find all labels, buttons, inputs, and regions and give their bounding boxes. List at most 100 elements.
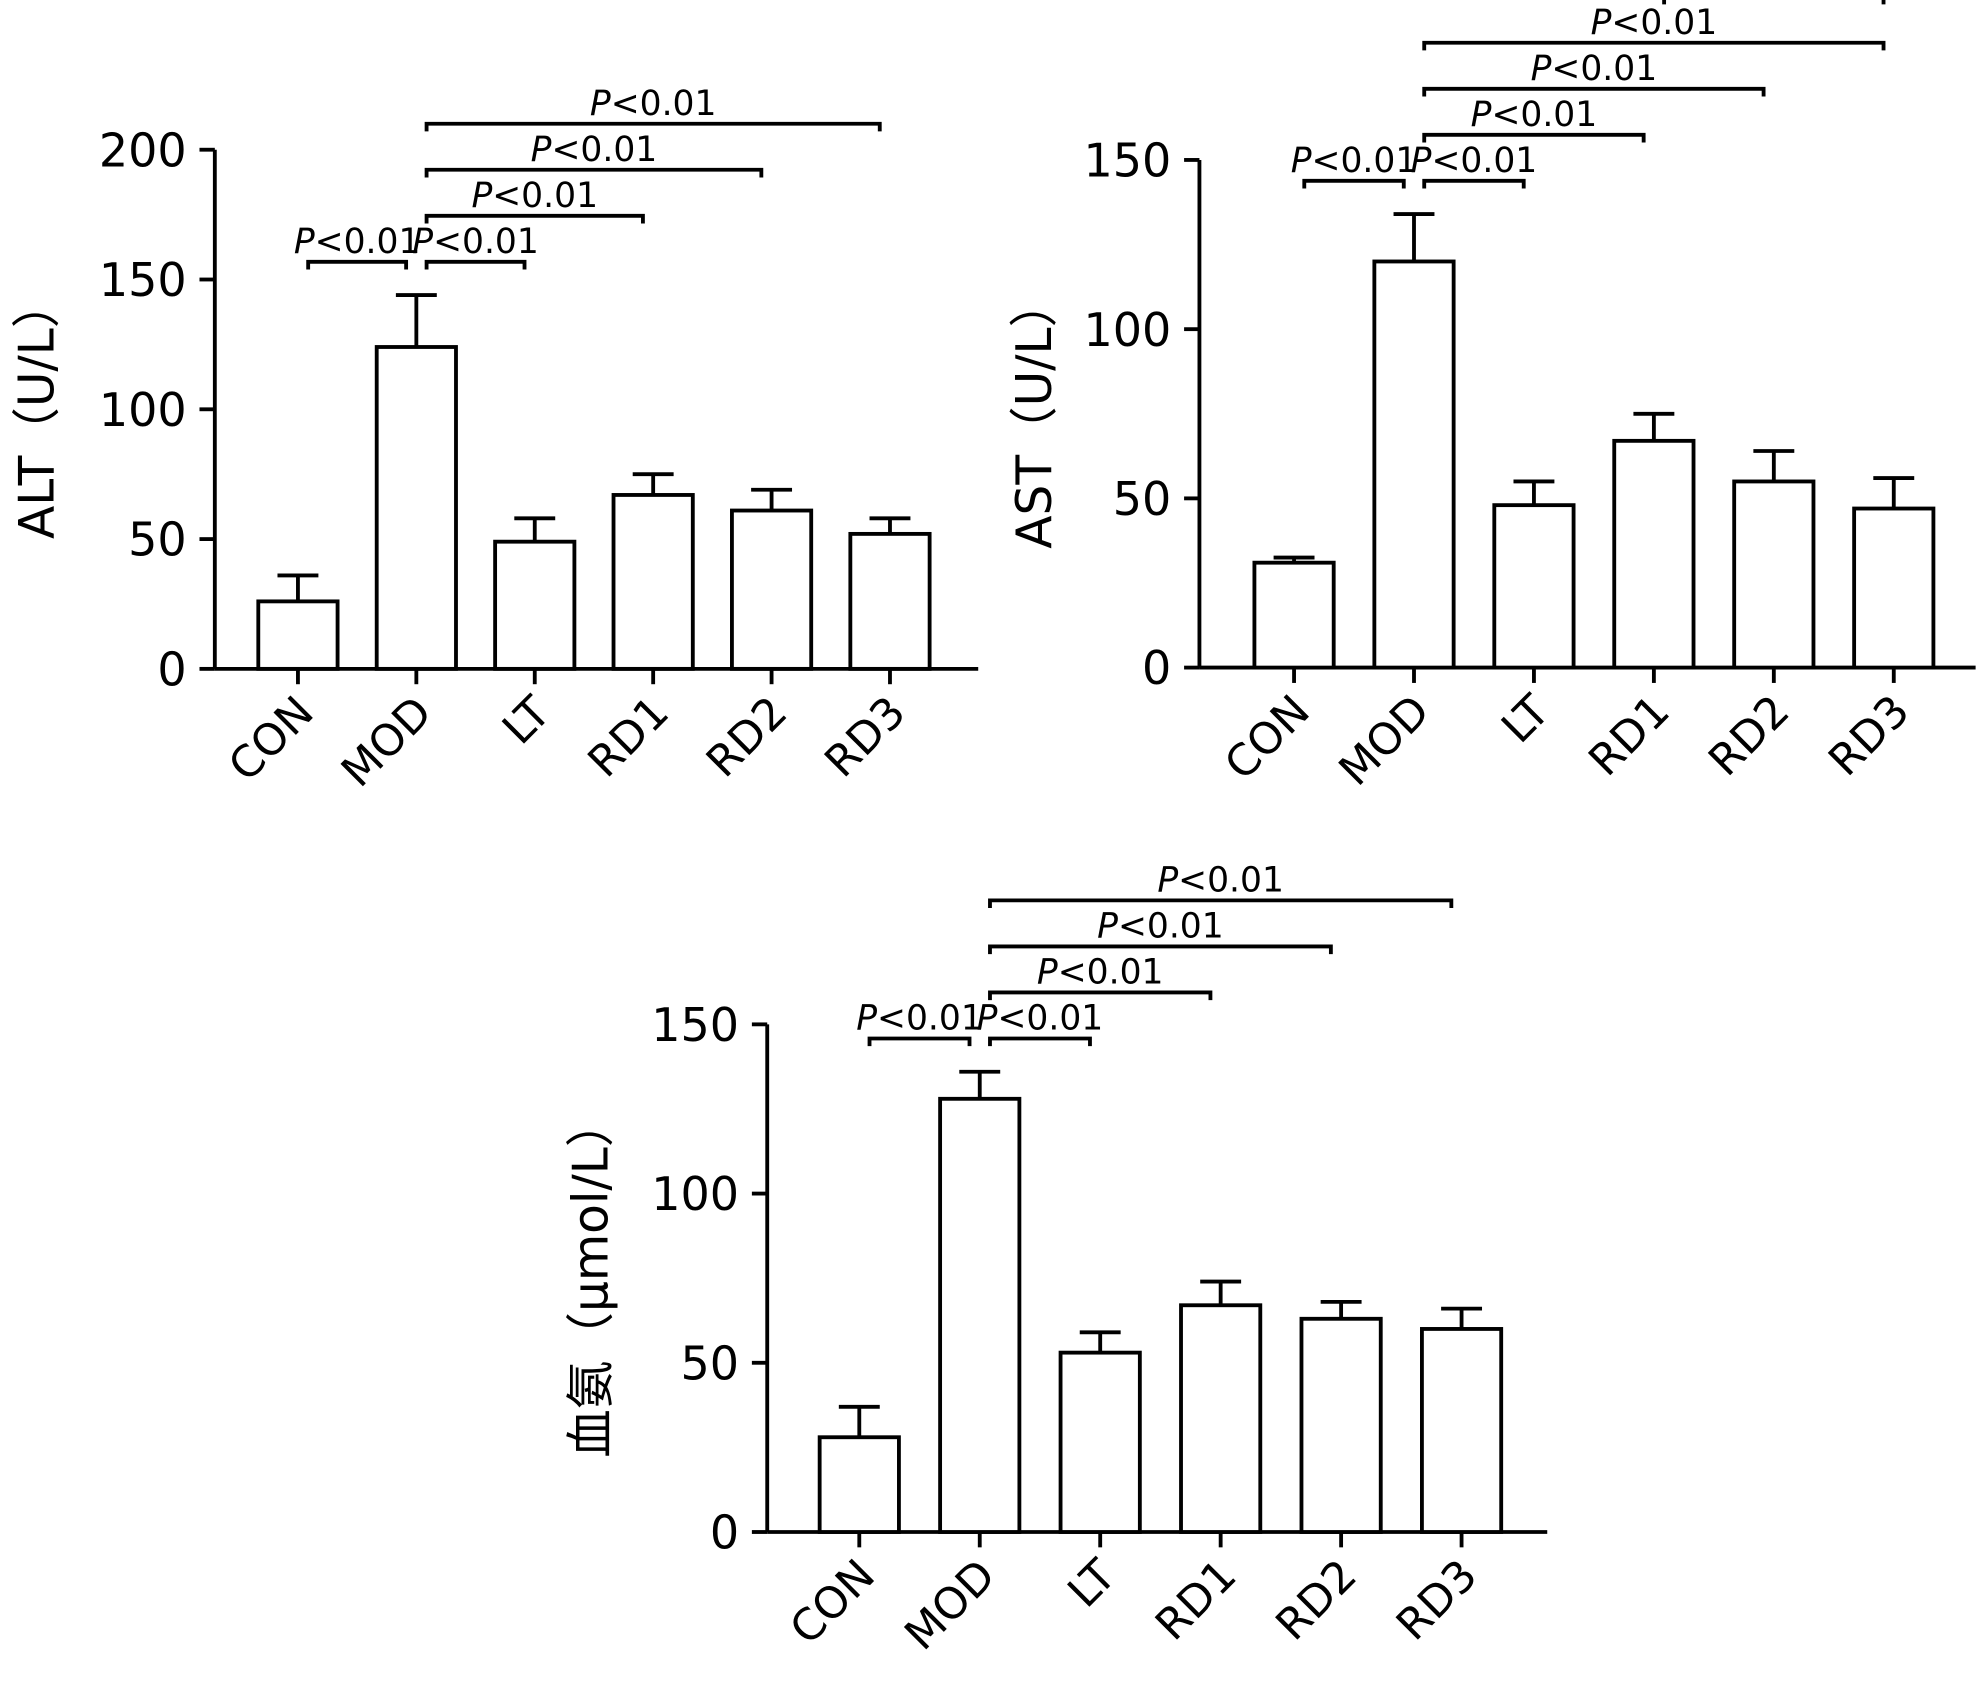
y-tick-label: 150 — [651, 998, 739, 1052]
significance-label-rest: <0.01 — [611, 84, 717, 124]
y-tick-label: 50 — [128, 513, 187, 567]
significance-label-rest: <0.01 — [997, 999, 1103, 1039]
x-tick-label: CON — [1216, 686, 1320, 790]
y-tick-label: 50 — [681, 1336, 740, 1390]
x-tick-label: RD1 — [1146, 1550, 1246, 1650]
y-axis-label: 血氨（μmol/L） — [563, 1099, 619, 1458]
significance-label-italic: P — [294, 222, 315, 262]
significance-label-rest: <0.01 — [877, 999, 983, 1039]
significance-label-rest: <0.01 — [1551, 49, 1657, 89]
bar — [1252, 560, 1336, 670]
significance-label-italic: P — [1037, 953, 1058, 993]
bar — [730, 508, 814, 671]
significance-label-italic: P — [412, 222, 433, 262]
significance-label: P<0.01 — [1471, 95, 1598, 135]
bar — [493, 539, 577, 671]
significance-bracket — [1422, 178, 1526, 189]
y-tick-label: 0 — [157, 642, 186, 696]
significance-label-rest: <0.01 — [1118, 906, 1224, 946]
significance-bracket — [424, 121, 882, 132]
y-tick-label: 100 — [651, 1167, 739, 1221]
bar — [1612, 438, 1696, 670]
significance-bracket — [424, 167, 764, 178]
significance-label-rest: <0.01 — [1058, 953, 1164, 993]
significance-label-rest: <0.01 — [1178, 860, 1284, 900]
x-tick-label: RD2 — [1267, 1550, 1367, 1650]
significance-label: P<0.01 — [1411, 141, 1538, 181]
significance-bracket — [988, 990, 1213, 1001]
significance-label-rest: <0.01 — [1431, 141, 1537, 181]
significance-bracket — [424, 259, 527, 270]
x-tick-label: LT — [1059, 1550, 1126, 1617]
significance-bracket — [306, 259, 409, 270]
bar — [1420, 1327, 1504, 1534]
significance-label: P<0.01 — [1097, 906, 1224, 946]
y-tick-label: 150 — [1083, 134, 1171, 188]
x-tick-label: RD2 — [1700, 686, 1800, 786]
significance-bracket — [1662, 0, 1886, 5]
bar — [938, 1096, 1022, 1534]
bar — [1852, 506, 1936, 670]
significance-label-italic: P — [590, 84, 611, 124]
x-tick-label: RD1 — [1580, 686, 1680, 786]
x-tick-label: MOD — [1330, 686, 1440, 796]
x-tick-label: RD3 — [1387, 1550, 1487, 1650]
significance-label-italic: P — [1157, 860, 1178, 900]
significance-label-rest: <0.01 — [1611, 3, 1717, 43]
bar — [256, 599, 340, 671]
y-tick-label: 50 — [1113, 472, 1172, 526]
significance-label: P<0.01 — [590, 84, 717, 124]
y-tick-label: 150 — [99, 253, 187, 307]
significance-label-italic: P — [1411, 141, 1432, 181]
bar — [374, 345, 458, 671]
significance-bracket — [988, 898, 1454, 909]
significance-label: P<0.01 — [1291, 141, 1418, 181]
bar — [848, 531, 932, 671]
x-tick-label: RD1 — [579, 687, 679, 787]
y-tick-label: 100 — [1083, 303, 1171, 357]
x-tick-label: LT — [1493, 686, 1560, 753]
bar — [1058, 1350, 1142, 1534]
significance-label: P<0.01 — [856, 999, 983, 1039]
y-axis-label: ALT（U/L） — [10, 280, 66, 539]
bar — [1372, 259, 1456, 670]
significance-bracket — [988, 944, 1333, 955]
significance-label-rest: <0.01 — [1312, 141, 1418, 181]
significance-bracket — [424, 213, 645, 224]
x-tick-label: RD2 — [697, 687, 797, 787]
x-tick-label: CON — [220, 687, 324, 791]
significance-label-italic: P — [531, 130, 552, 170]
significance-bracket — [1422, 86, 1766, 97]
significance-label: P<0.01 — [294, 222, 421, 262]
significance-label-italic: P — [471, 176, 492, 216]
x-tick-label: MOD — [896, 1550, 1006, 1660]
y-tick-label: 0 — [710, 1506, 739, 1560]
significance-label-italic: P — [1471, 95, 1492, 135]
bar — [611, 493, 695, 671]
significance-label: P<0.01 — [1591, 3, 1718, 43]
bar — [1492, 503, 1576, 670]
bar — [1179, 1303, 1263, 1534]
x-tick-label: LT — [493, 687, 560, 754]
significance-label-rest: <0.01 — [551, 130, 657, 170]
significance-bracket — [1422, 40, 1886, 51]
significance-label: P<0.01 — [471, 176, 598, 216]
y-tick-label: 0 — [1142, 641, 1171, 695]
significance-label: P<0.01 — [1157, 860, 1284, 900]
x-tick-label: CON — [781, 1550, 885, 1654]
bar — [1299, 1316, 1383, 1534]
significance-bracket — [1422, 132, 1646, 143]
significance-label-italic: P — [1097, 906, 1118, 946]
significance-label-italic: P — [1291, 141, 1312, 181]
x-tick-label: RD3 — [816, 687, 916, 787]
x-tick-label: RD3 — [1820, 686, 1920, 786]
y-axis-label: AST（U/L） — [1007, 279, 1063, 549]
significance-label-rest: <0.01 — [315, 222, 421, 262]
significance-label-rest: <0.01 — [1491, 95, 1597, 135]
bar — [1732, 479, 1816, 670]
significance-label: P<0.01 — [977, 999, 1104, 1039]
x-tick-label: MOD — [332, 687, 442, 797]
significance-label-italic: P — [1531, 49, 1552, 89]
significance-label-italic: P — [977, 999, 998, 1039]
